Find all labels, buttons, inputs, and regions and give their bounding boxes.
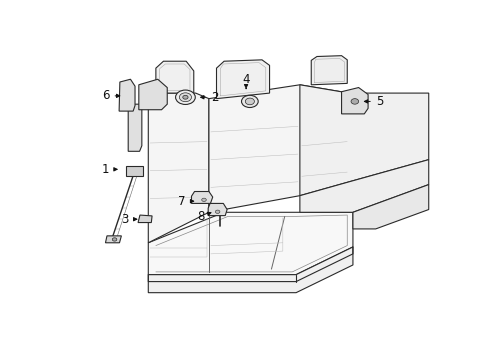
- Text: 4: 4: [242, 73, 249, 89]
- Text: 8: 8: [197, 210, 210, 223]
- Polygon shape: [148, 212, 352, 275]
- Text: 1: 1: [102, 163, 117, 176]
- Polygon shape: [191, 192, 212, 203]
- Circle shape: [241, 95, 258, 108]
- Polygon shape: [138, 215, 152, 222]
- Circle shape: [175, 90, 195, 104]
- Text: 3: 3: [121, 213, 137, 226]
- Polygon shape: [341, 87, 367, 114]
- Text: 6: 6: [102, 89, 120, 102]
- Text: 7: 7: [178, 195, 193, 208]
- Circle shape: [215, 210, 220, 213]
- Polygon shape: [156, 61, 193, 93]
- Text: 5: 5: [364, 95, 383, 108]
- Polygon shape: [352, 185, 428, 229]
- Polygon shape: [119, 79, 135, 111]
- Circle shape: [202, 198, 206, 202]
- Polygon shape: [139, 79, 167, 110]
- Polygon shape: [216, 60, 269, 99]
- Polygon shape: [105, 236, 121, 243]
- Polygon shape: [208, 85, 348, 212]
- Polygon shape: [148, 247, 352, 293]
- Polygon shape: [125, 166, 142, 176]
- Polygon shape: [299, 159, 428, 212]
- Circle shape: [112, 238, 117, 241]
- Polygon shape: [311, 56, 346, 85]
- Polygon shape: [208, 203, 226, 216]
- Circle shape: [350, 99, 358, 104]
- Circle shape: [183, 95, 188, 99]
- Polygon shape: [148, 93, 208, 243]
- Polygon shape: [128, 104, 142, 151]
- Circle shape: [245, 98, 254, 105]
- Polygon shape: [299, 85, 428, 195]
- Text: 2: 2: [200, 91, 218, 104]
- Circle shape: [179, 93, 191, 102]
